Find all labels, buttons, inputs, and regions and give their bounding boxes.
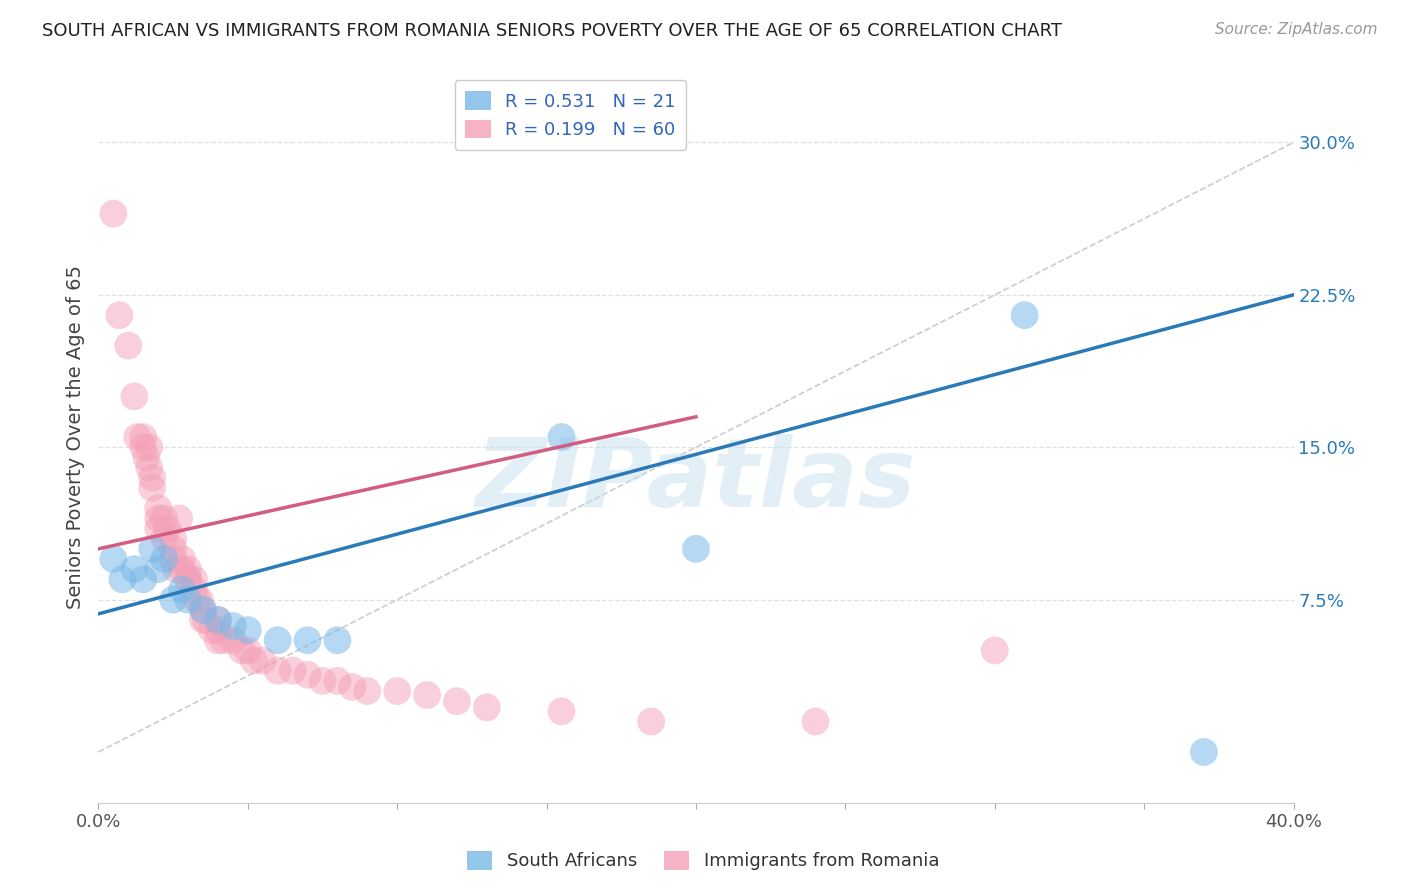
Point	[550, 705, 572, 719]
Point	[148, 521, 170, 535]
Point	[135, 450, 157, 465]
Point	[550, 430, 572, 444]
Point	[222, 633, 245, 648]
Point	[153, 511, 176, 525]
Point	[342, 680, 364, 694]
Point	[108, 308, 131, 322]
Point	[177, 572, 200, 586]
Point	[153, 532, 176, 546]
Point	[267, 633, 290, 648]
Point	[172, 552, 194, 566]
Point	[141, 481, 163, 495]
Point	[132, 440, 155, 454]
Point	[103, 206, 125, 220]
Point	[281, 664, 304, 678]
Point	[117, 339, 139, 353]
Point	[162, 541, 184, 556]
Point	[1014, 308, 1036, 322]
Point	[356, 684, 378, 698]
Point	[212, 633, 235, 648]
Point	[103, 552, 125, 566]
Point	[297, 667, 319, 682]
Point	[804, 714, 827, 729]
Point	[162, 552, 184, 566]
Point	[207, 613, 229, 627]
Text: Source: ZipAtlas.com: Source: ZipAtlas.com	[1215, 22, 1378, 37]
Point	[156, 521, 179, 535]
Point	[326, 633, 349, 648]
Point	[236, 623, 259, 637]
Text: ZIPatlas: ZIPatlas	[475, 434, 917, 527]
Point	[207, 613, 229, 627]
Point	[177, 562, 200, 576]
Point	[231, 643, 253, 657]
Point	[297, 633, 319, 648]
Text: SOUTH AFRICAN VS IMMIGRANTS FROM ROMANIA SENIORS POVERTY OVER THE AGE OF 65 CORR: SOUTH AFRICAN VS IMMIGRANTS FROM ROMANIA…	[42, 22, 1062, 40]
Point	[984, 643, 1007, 657]
Point	[148, 562, 170, 576]
Point	[132, 572, 155, 586]
Point	[141, 541, 163, 556]
Point	[172, 582, 194, 597]
Point	[326, 673, 349, 688]
Point	[207, 633, 229, 648]
Point	[1192, 745, 1215, 759]
Point	[141, 471, 163, 485]
Point	[191, 613, 214, 627]
Point	[132, 430, 155, 444]
Point	[236, 643, 259, 657]
Point	[111, 572, 134, 586]
Point	[138, 440, 160, 454]
Point	[311, 673, 333, 688]
Point	[162, 532, 184, 546]
Point	[191, 603, 214, 617]
Point	[153, 552, 176, 566]
Point	[201, 623, 224, 637]
Point	[188, 592, 211, 607]
Legend: R = 0.531   N = 21, R = 0.199   N = 60: R = 0.531 N = 21, R = 0.199 N = 60	[454, 80, 686, 150]
Point	[148, 511, 170, 525]
Point	[222, 619, 245, 633]
Point	[162, 592, 184, 607]
Point	[416, 688, 439, 702]
Point	[385, 684, 409, 698]
Point	[124, 562, 146, 576]
Point	[446, 694, 468, 708]
Point	[186, 592, 208, 607]
Y-axis label: Seniors Poverty Over the Age of 65: Seniors Poverty Over the Age of 65	[66, 265, 84, 609]
Point	[243, 654, 266, 668]
Point	[183, 582, 205, 597]
Point	[165, 562, 187, 576]
Point	[207, 623, 229, 637]
Point	[183, 572, 205, 586]
Point	[267, 664, 290, 678]
Point	[172, 562, 194, 576]
Point	[127, 430, 149, 444]
Point	[252, 654, 274, 668]
Point	[177, 592, 200, 607]
Point	[124, 389, 146, 403]
Point	[148, 501, 170, 516]
Point	[685, 541, 707, 556]
Point	[195, 613, 218, 627]
Point	[475, 700, 498, 714]
Legend: South Africans, Immigrants from Romania: South Africans, Immigrants from Romania	[460, 844, 946, 878]
Point	[167, 511, 190, 525]
Point	[191, 603, 214, 617]
Point	[640, 714, 662, 729]
Point	[138, 460, 160, 475]
Point	[177, 572, 200, 586]
